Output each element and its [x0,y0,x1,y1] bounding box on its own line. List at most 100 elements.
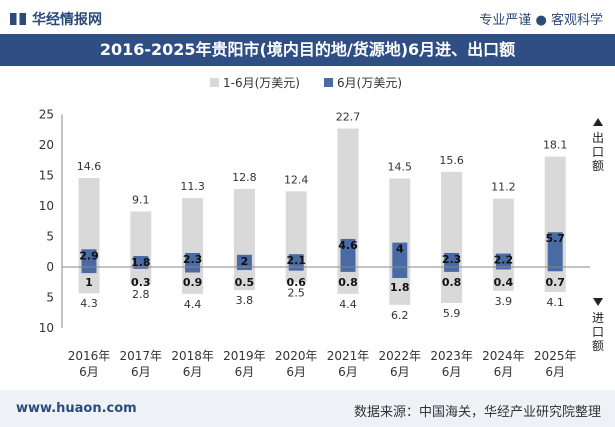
label-monthly-import: 1 [85,276,93,289]
x-tick-label: 2025年 6月 [534,349,577,379]
bar-cumulative-import [285,267,307,283]
label-monthly-import: 0.5 [235,276,255,289]
y-tick-label: 10 [39,321,54,335]
label-cumulative-export: 14.5 [388,161,413,174]
label-monthly-export: 1.8 [131,256,151,269]
bar-cumulative-export [182,198,204,267]
legend-swatch-monthly [324,78,333,87]
bar-cumulative-import [130,267,152,285]
label-monthly-export: 4.6 [338,239,358,252]
footer-site[interactable]: www.huaon.com [16,401,137,416]
label-monthly-export: 2 [241,255,249,268]
label-cumulative-export: 18.1 [543,139,568,152]
bar-cumulative-export [441,171,463,267]
label-monthly-export: 2.9 [79,249,99,262]
label-monthly-export: 2.1 [286,254,306,267]
bar-monthly-import [81,267,97,274]
bar-monthly-export [185,252,201,267]
label-cumulative-export: 14.6 [77,160,102,173]
bar-monthly-import [547,267,563,272]
label-monthly-import: 0.3 [131,276,151,289]
y-tick-label: 10 [39,199,54,213]
label-cumulative-import: 4.3 [80,297,98,310]
y-axis: 25 20 15 10 5 0 5 10 [39,108,63,335]
label-monthly-export: 2.2 [494,254,514,267]
bar-cumulative-import [441,267,463,303]
bar-monthly-export [547,232,563,267]
y-tick-label: 15 [39,169,54,183]
footer: www.huaon.com 数据来源：中国海关，华经产业研究院整理 [0,390,615,427]
bar-cumulative-import [492,267,514,291]
x-tick-label: 2023年 6月 [430,349,473,379]
label-cumulative-export: 15.6 [439,154,464,167]
bar-cumulative-import [337,267,359,294]
label-monthly-export: 5.7 [545,232,565,245]
top-bar: 华经情报网 专业严谨 ● 客观科学 [0,0,615,34]
x-tick-label: 2017年 6月 [120,349,163,379]
bar-monthly-import [133,267,149,269]
label-cumulative-export: 9.1 [132,193,150,206]
label-monthly-export: 2.3 [442,253,462,266]
data-labels: 14.6 4.3 2.9 1 9.1 2.8 1.8 0.3 11.3 4.4 2.3 0.9 12.8… [77,111,568,322]
label-monthly-export: 4 [396,243,404,256]
bar-cumulative-export [337,128,359,267]
legend-label-cumulative: 1-6月(万美元) [223,76,300,90]
y-tick-label: 0 [46,260,54,274]
chart-title: 2016-2025年贵阳市(境内目的地/货源地)6月进、出口额 [0,34,615,66]
brand-logo[interactable]: 华经情报网 [10,9,102,29]
bar-monthly-export [495,253,511,267]
y-tick-label: 5 [46,230,54,244]
x-tick-label: 2022年 6月 [379,349,422,379]
label-cumulative-export: 11.2 [491,181,516,194]
bar-monthly-import [185,267,201,273]
bar-cumulative-export [285,191,307,267]
label-monthly-import: 0.8 [338,276,358,289]
label-cumulative-import: 4.4 [339,298,357,311]
label-cumulative-import: 6.2 [391,309,409,322]
legend: 1-6月(万美元) 6月(万美元) [210,76,402,90]
label-cumulative-import: 5.9 [443,307,461,320]
x-tick-label: 2021年 6月 [327,349,370,379]
bar-monthly-import [444,267,460,272]
arrow-up-icon [593,118,603,126]
x-tick-label: 2016年 6月 [68,349,111,379]
label-monthly-import: 0.9 [183,276,203,289]
bar-cumulative-export [492,198,514,267]
bar-monthly-import [495,267,511,270]
bar-cumulative-import [544,267,566,293]
bars [78,128,566,305]
x-tick-label: 2018年 6月 [171,349,214,379]
bar-cumulative-import [233,267,255,291]
label-cumulative-import: 2.8 [132,288,150,301]
bar-cumulative-import [182,267,204,294]
x-tick-label: 2024年 6月 [482,349,525,379]
brand-name: 华经情报网 [32,12,102,28]
label-cumulative-export: 12.8 [232,171,257,184]
x-tick-label: 2020年 6月 [275,349,318,379]
x-axis: 2016年 6月 2017年 6月 2018年 6月 2019年 6月 2020年 6月 2021年… [62,266,590,379]
brand-tagline: 专业严谨 ● 客观科学 [479,13,603,28]
bar-monthly-import [392,267,408,278]
label-cumulative-export: 12.4 [284,173,309,186]
bar-monthly-import [340,267,356,272]
bar-monthly-export [392,242,408,267]
logo-icon [10,13,26,25]
legend-label-monthly: 6月(万美元) [337,76,402,90]
y-tick-label: 25 [39,108,54,122]
label-cumulative-export: 22.7 [336,111,361,124]
side-label-export: 出口额 [592,131,604,173]
label-monthly-import: 0.7 [545,276,565,289]
bar-monthly-import [236,267,252,271]
footer-source: 数据来源：中国海关，华经产业研究院整理 [353,405,601,420]
bar-monthly-export [133,256,149,267]
bar-monthly-import [288,267,304,271]
bar-monthly-export [444,252,460,267]
side-label-import: 进口额 [592,311,604,353]
label-cumulative-import: 4.4 [184,298,202,311]
legend-swatch-cumulative [210,78,219,87]
y-tick-label: 5 [46,291,54,305]
bar-cumulative-import [78,267,100,294]
bar-cumulative-export [233,188,255,267]
